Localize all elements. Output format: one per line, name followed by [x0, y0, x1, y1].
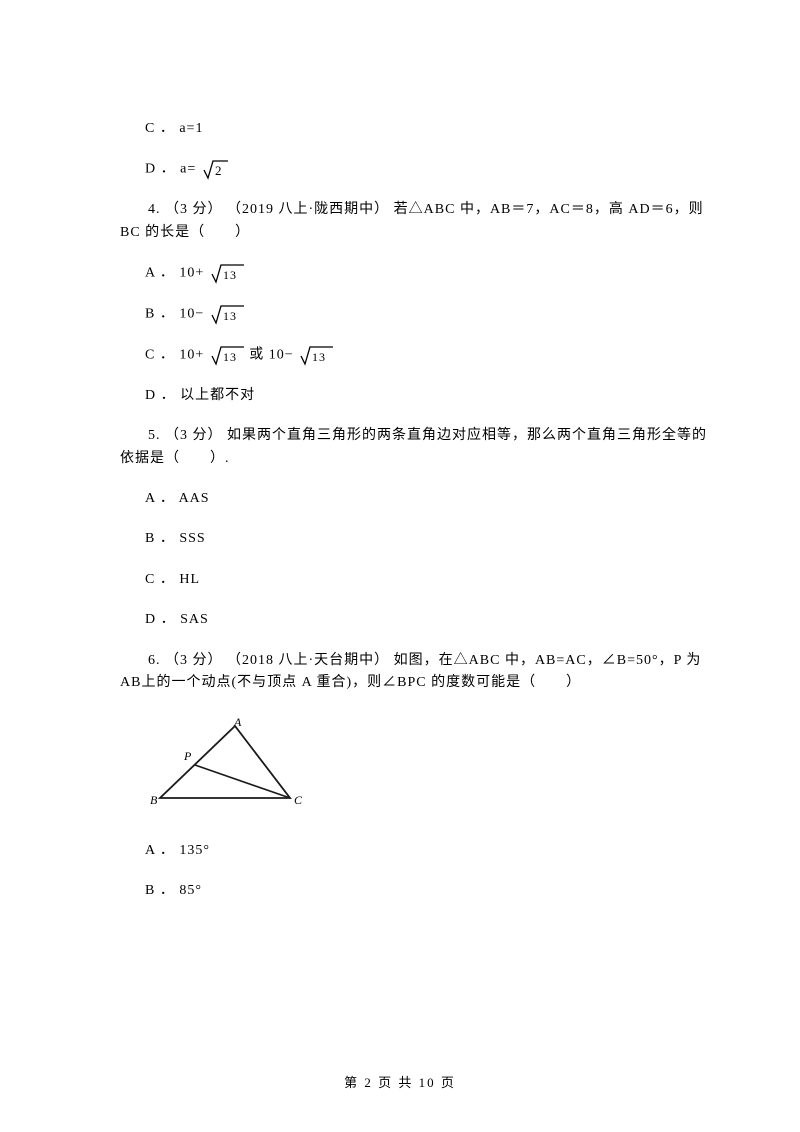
q4-stem: 4. （3 分） （2019 八上·陇西期中） 若△ABC 中，AB＝7，AC＝… [120, 199, 710, 244]
triangle-diagram: A P B C [150, 718, 310, 813]
q5-stem: 5. （3 分） 如果两个直角三角形的两条直角边对应相等，那么两个直角三角形全等… [120, 425, 710, 470]
q5-option-b: B ． SSS [145, 528, 710, 550]
q4-optC-prefix: C ． 10+ [145, 347, 204, 362]
sqrt-13-icon: 13 [300, 344, 334, 367]
vertex-a-label: A [233, 718, 242, 729]
q5-option-a: A ． AAS [145, 488, 710, 510]
q4-option-c: C ． 10+ 13 或 10− 13 [145, 344, 710, 367]
page-footer: 第 2 页 共 10 页 [0, 1073, 800, 1094]
q3-optD-prefix: D ． a= [145, 162, 196, 177]
q6-option-b: B ． 85° [145, 880, 710, 902]
sqrt-2-icon: 2 [203, 158, 229, 181]
svg-text:13: 13 [312, 350, 326, 364]
radicand: 2 [215, 163, 223, 178]
q4-option-d: D ． 以上都不对 [145, 385, 710, 407]
q4-optC-mid: 或 10− [249, 347, 293, 362]
q4-optA-prefix: A ． 10+ [145, 266, 204, 281]
vertex-b-label: B [150, 793, 158, 807]
svg-text:13: 13 [223, 309, 237, 323]
q4-optB-prefix: B ． 10− [145, 307, 204, 322]
q3-option-d: D ． a= 2 [145, 158, 710, 181]
q4-option-a: A ． 10+ 13 [145, 262, 710, 285]
vertex-p-label: P [183, 749, 192, 763]
page-content: C ． a=1 D ． a= 2 4. （3 分） （2019 八上·陇西期中）… [0, 0, 800, 981]
q4-option-b: B ． 10− 13 [145, 303, 710, 326]
sqrt-13-icon: 13 [211, 344, 245, 367]
q5-option-c: C ． HL [145, 569, 710, 591]
svg-text:13: 13 [223, 350, 237, 364]
q6-stem: 6. （3 分） （2018 八上·天台期中） 如图，在△ABC 中，AB=AC… [120, 650, 710, 695]
sqrt-13-icon: 13 [211, 303, 245, 326]
svg-text:13: 13 [223, 268, 237, 282]
q5-option-d: D ． SAS [145, 609, 710, 631]
q3-option-c: C ． a=1 [145, 118, 710, 140]
q6-figure: A P B C [150, 718, 710, 821]
q6-option-a: A ． 135° [145, 840, 710, 862]
vertex-c-label: C [294, 793, 303, 807]
sqrt-13-icon: 13 [211, 262, 245, 285]
